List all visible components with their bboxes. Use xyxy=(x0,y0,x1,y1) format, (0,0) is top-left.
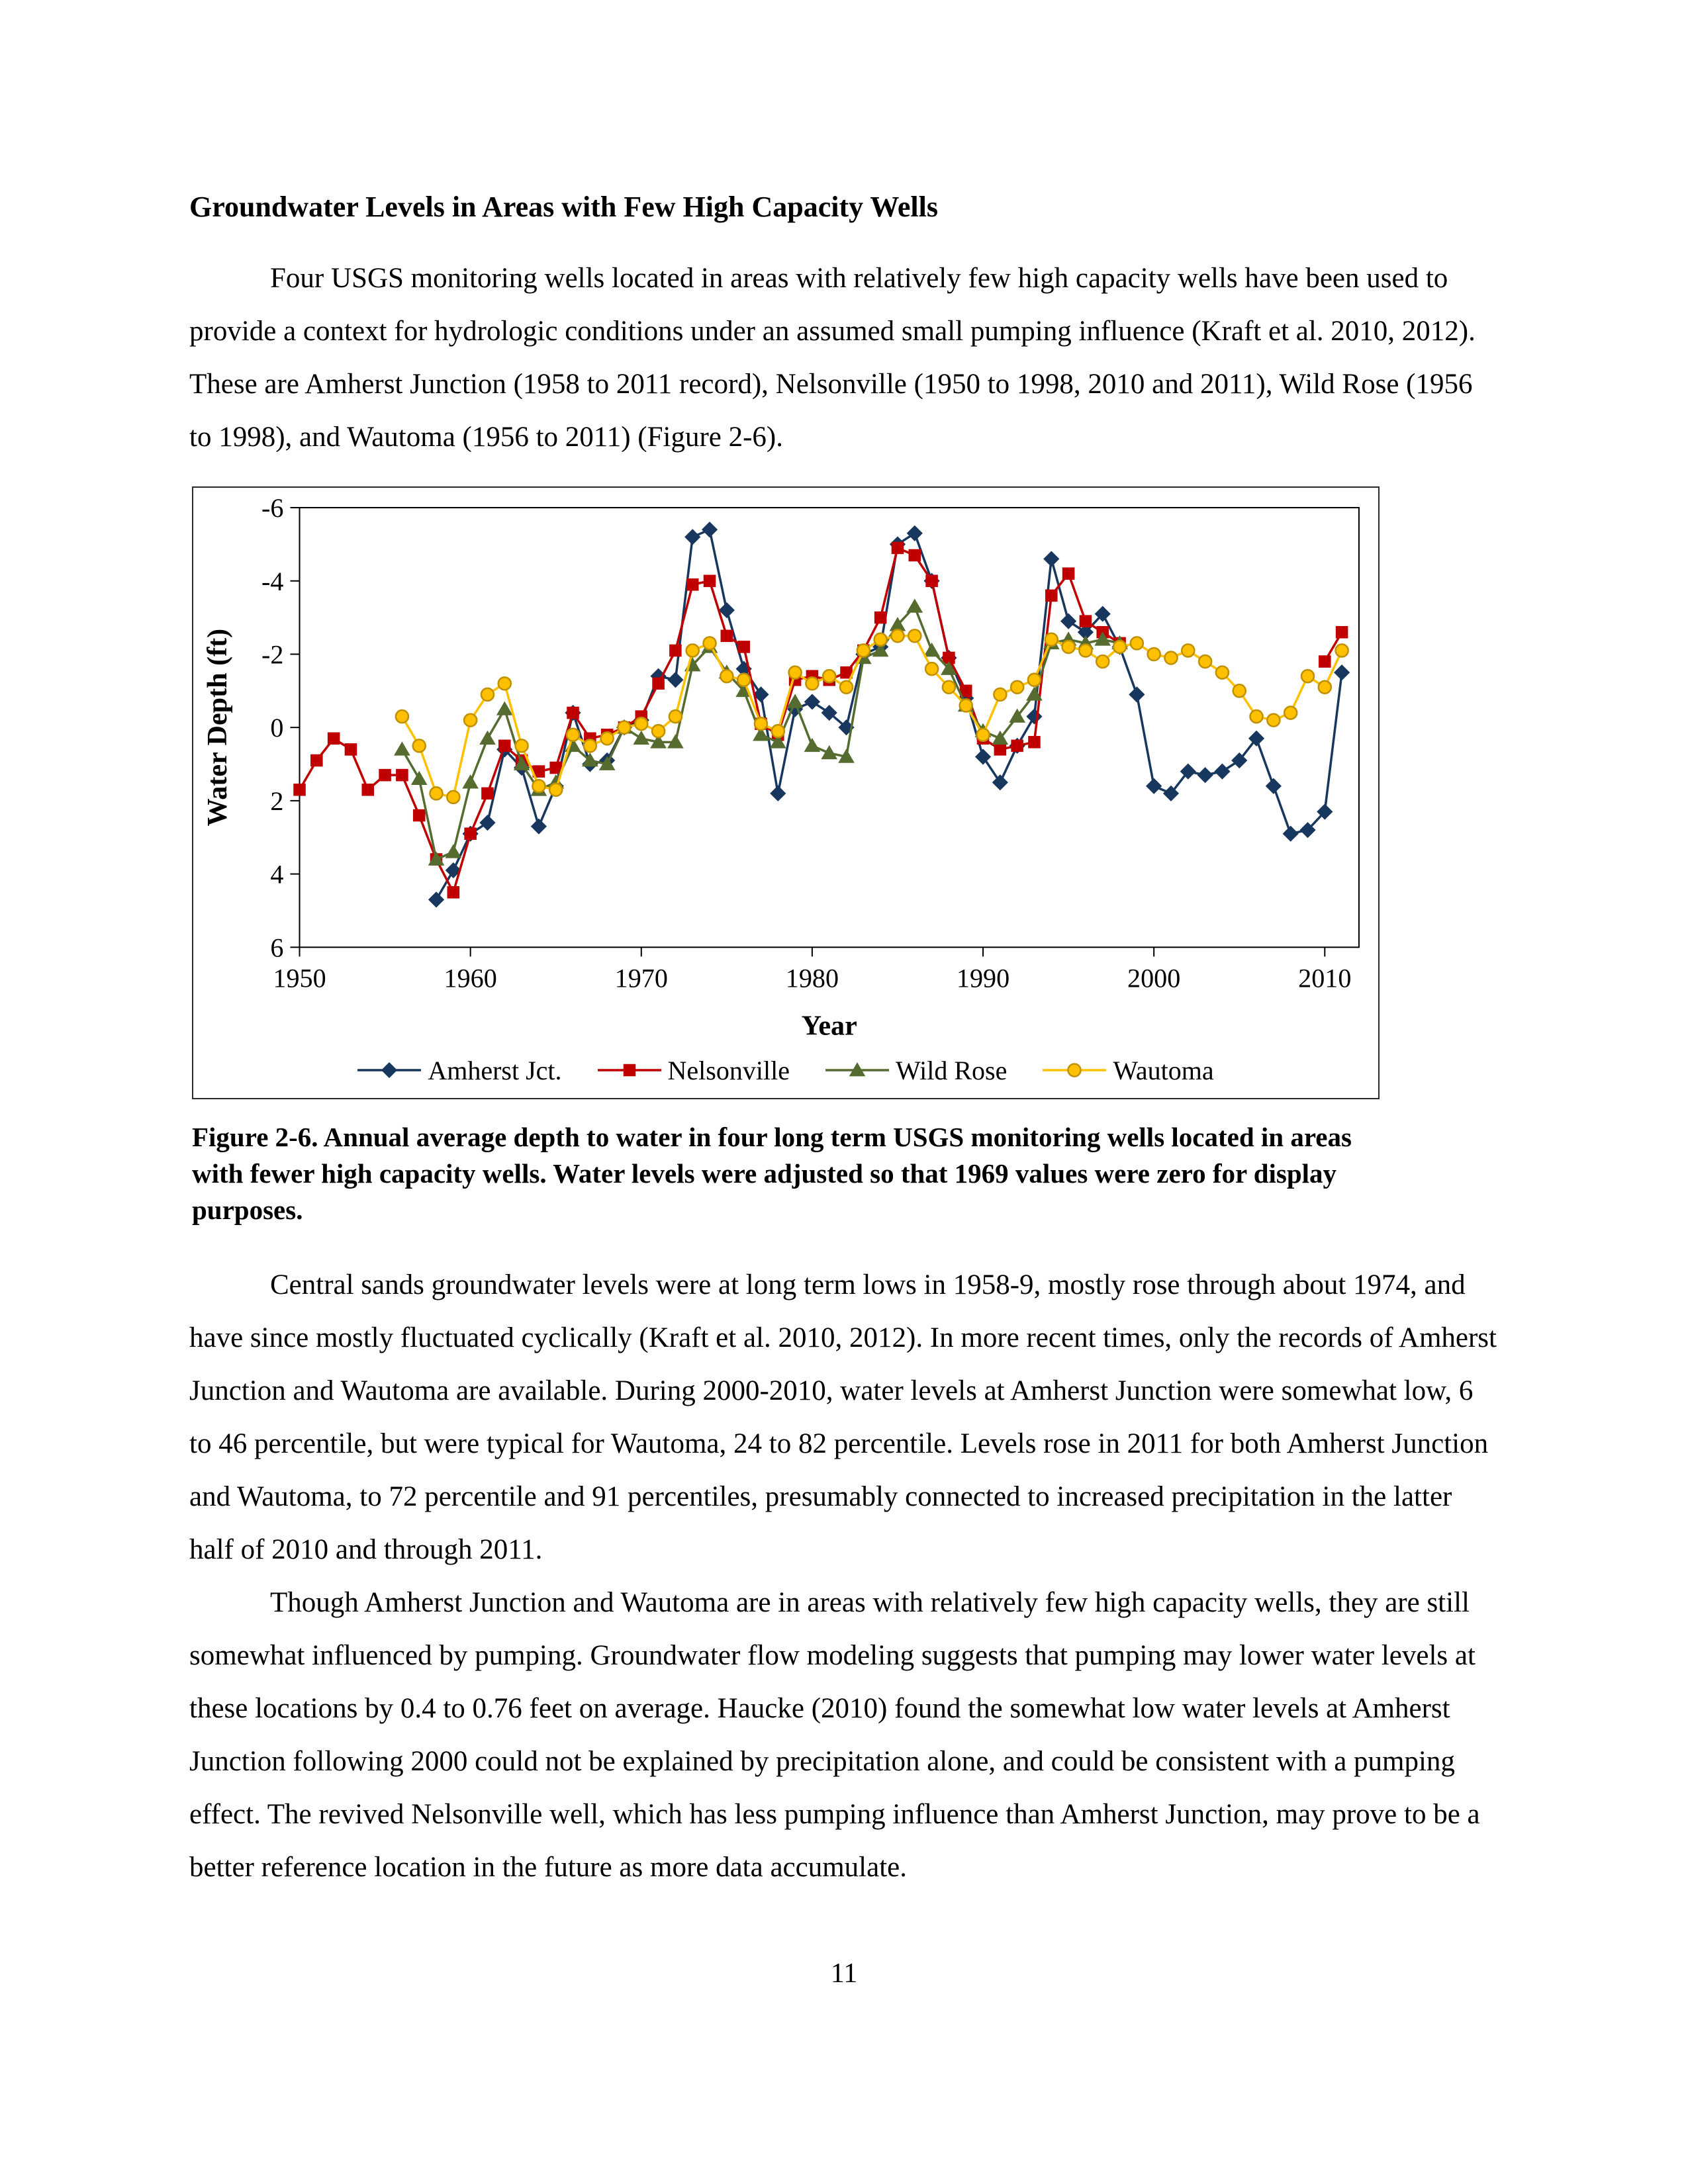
x-axis-title: Year xyxy=(802,1011,857,1042)
page-number: 11 xyxy=(830,1958,858,1989)
legend-label: Amherst Jct. xyxy=(428,1055,562,1085)
y-tick-label: -2 xyxy=(261,640,283,670)
y-tick-label: 0 xyxy=(270,713,283,743)
legend-marker-diamond-icon xyxy=(357,1062,422,1079)
x-tick-label: 1980 xyxy=(786,964,839,993)
legend-item-wautoma: Wautoma xyxy=(1043,1055,1214,1086)
legend-label: Wautoma xyxy=(1113,1055,1214,1085)
legend-item-amherst-jct: Amherst Jct. xyxy=(357,1055,562,1086)
paragraph-trends: Central sands groundwater levels were at… xyxy=(189,1269,1497,1565)
chart-frame: -6 -4 -2 0 2 4 6 1950 1960 1970 1980 1990 2000 2010 Ye… xyxy=(192,486,1380,1099)
paragraph-intro: Four USGS monitoring wells located in ar… xyxy=(189,263,1476,453)
chart-legend: Amherst Jct. Nelsonville Wild Rose Wautoma xyxy=(200,1054,1372,1093)
plot-area xyxy=(299,507,1360,948)
y-tick-label: 4 xyxy=(270,860,283,889)
series-wautoma xyxy=(395,629,1349,805)
x-tick-label: 1970 xyxy=(615,964,668,993)
legend-marker-triangle-icon xyxy=(825,1062,889,1077)
y-tick-label: -4 xyxy=(261,567,283,596)
legend-item-wild-rose: Wild Rose xyxy=(825,1055,1007,1086)
legend-item-nelsonville: Nelsonville xyxy=(597,1055,790,1086)
x-tick-label: 1960 xyxy=(444,964,497,993)
y-tick-label: 2 xyxy=(270,786,283,816)
figure-2-6: -6 -4 -2 0 2 4 6 1950 1960 1970 1980 1990 2000 2010 Ye… xyxy=(189,486,1499,1228)
x-tick-label: 2000 xyxy=(1127,964,1180,993)
legend-label: Wild Rose xyxy=(895,1055,1008,1085)
figure-caption: Figure 2-6. Annual average depth to wate… xyxy=(192,1121,1352,1225)
paragraph-pumping: Though Amherst Junction and Wautoma are … xyxy=(189,1586,1480,1883)
page-title: Groundwater Levels in Areas with Few Hig… xyxy=(189,191,939,223)
legend-label: Nelsonville xyxy=(667,1055,790,1085)
x-tick-label: 1990 xyxy=(957,964,1009,993)
x-tick-label: 1950 xyxy=(273,964,326,993)
y-tick-label: -6 xyxy=(261,496,283,523)
y-axis-title: Water Depth (ft) xyxy=(202,629,233,827)
y-tick-label: 6 xyxy=(270,933,283,962)
x-tick-label: 2010 xyxy=(1298,964,1351,993)
legend-marker-square-icon xyxy=(597,1064,661,1077)
legend-marker-circle-icon xyxy=(1043,1063,1107,1078)
